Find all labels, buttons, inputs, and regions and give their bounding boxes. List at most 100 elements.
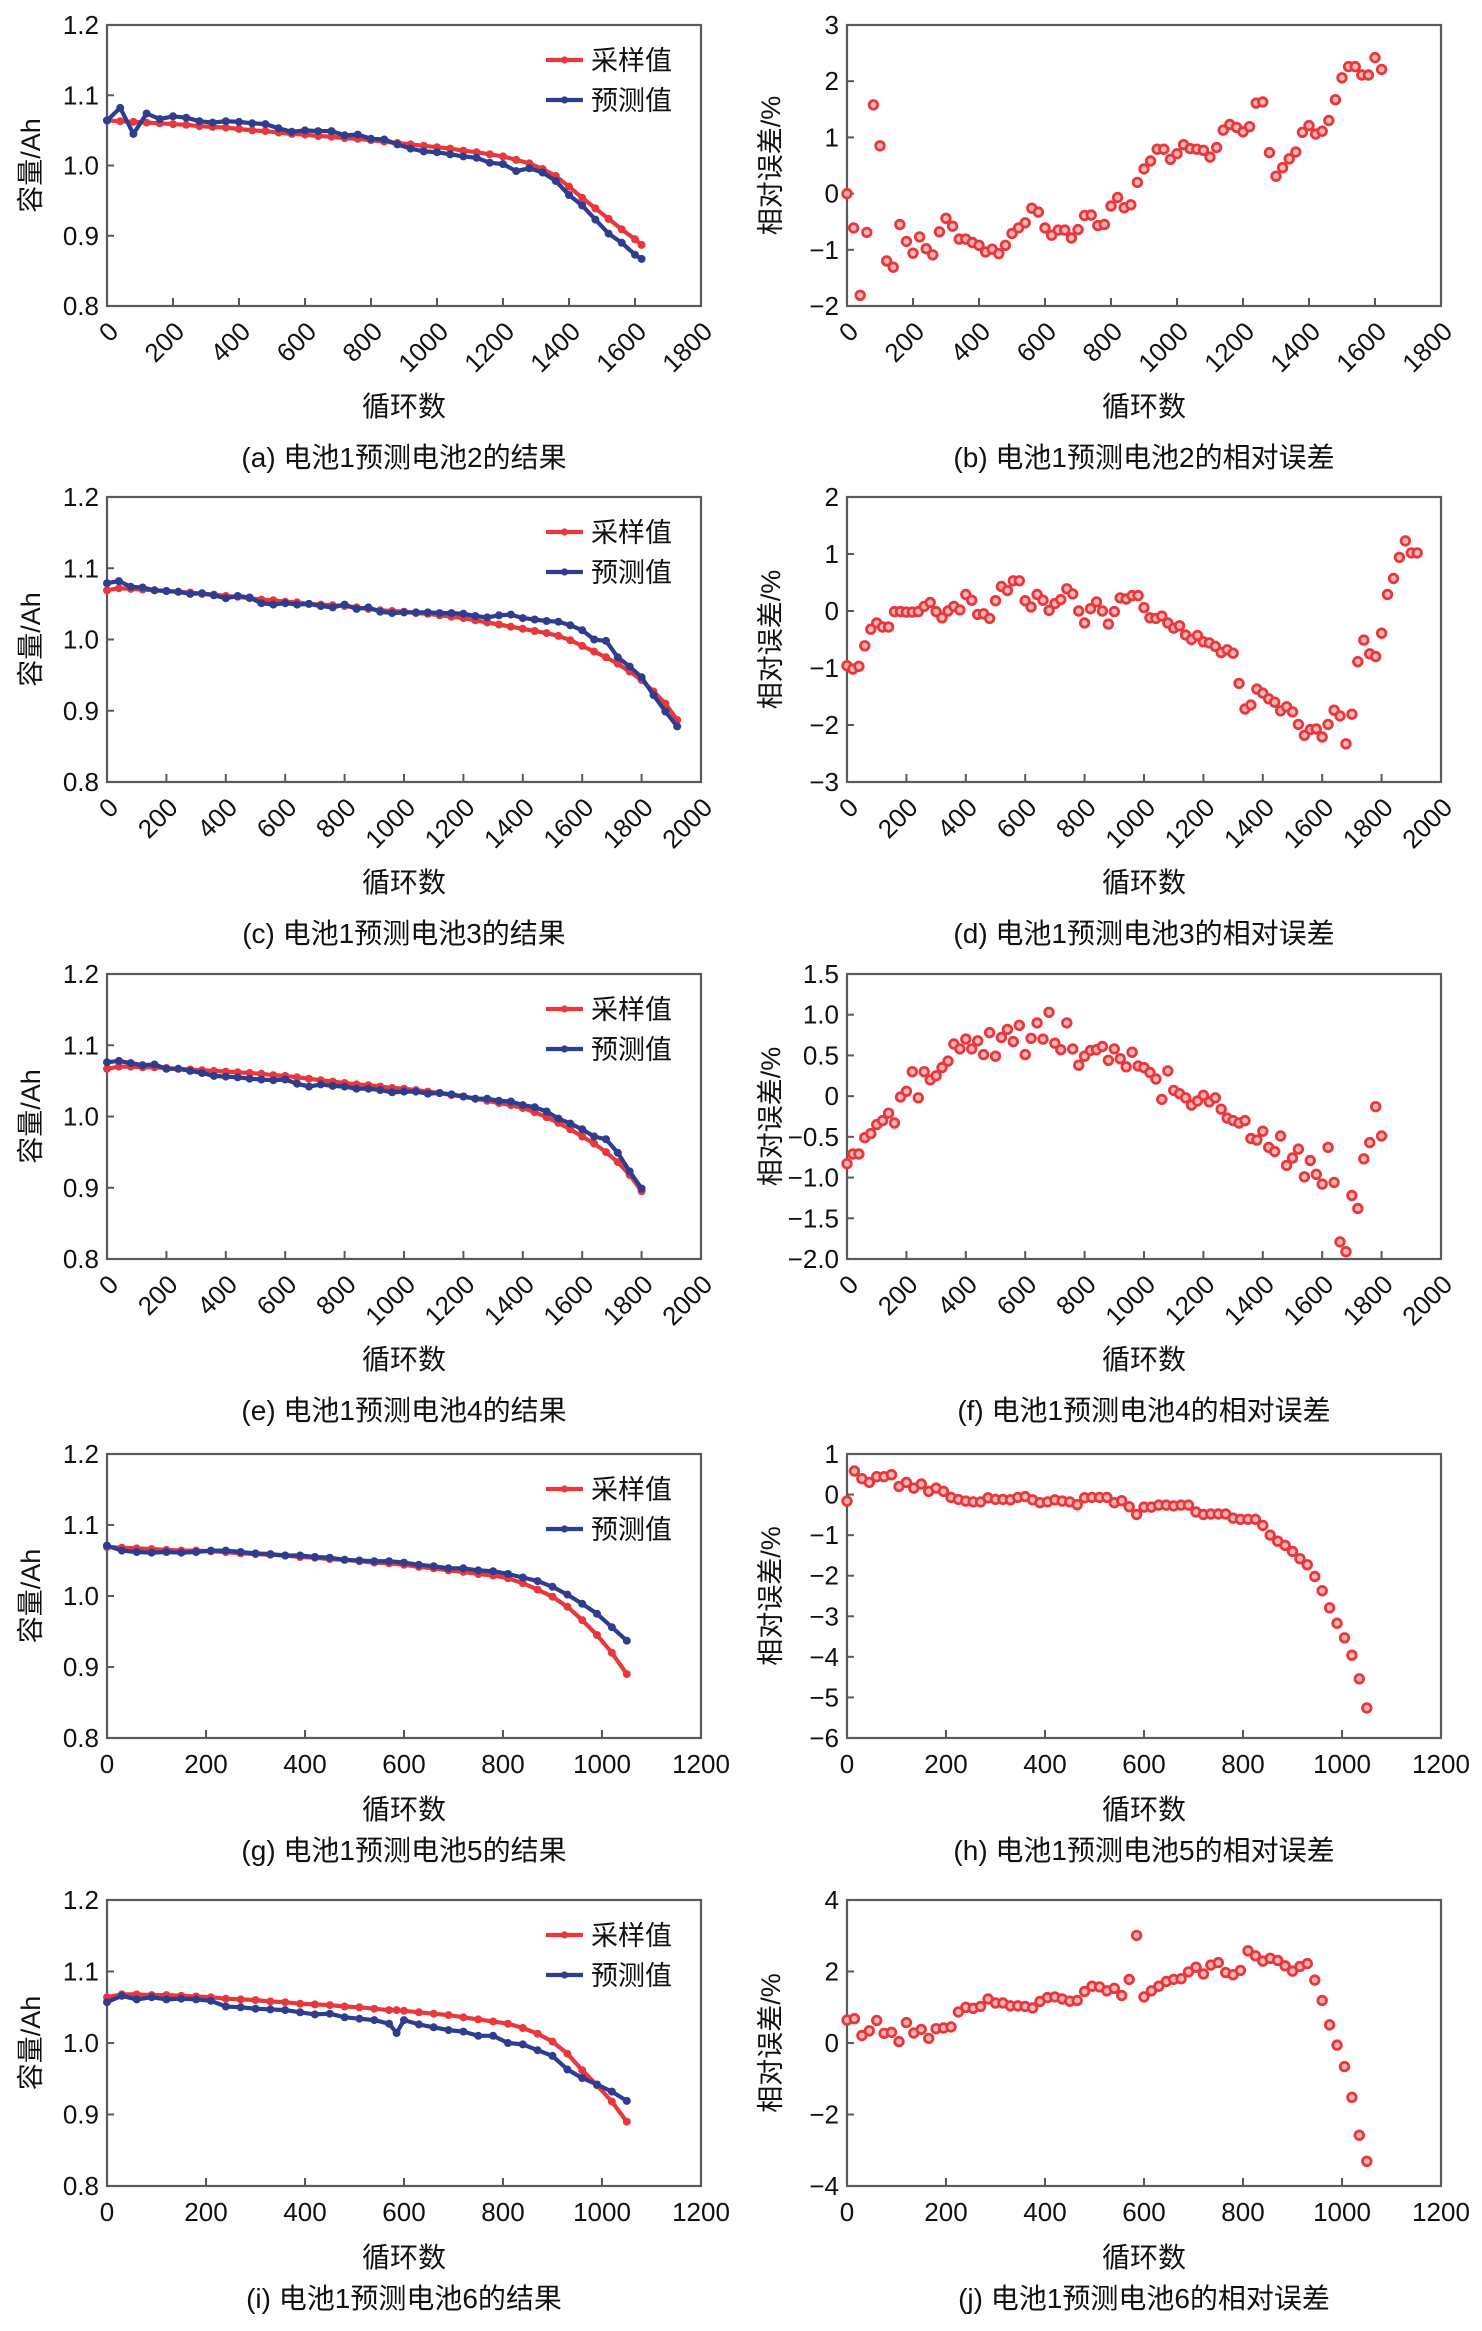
legend-entry: 预测值 xyxy=(546,558,672,588)
y-axis: 0.8 0.9 1.0 1.1 1.2 xyxy=(63,10,114,321)
x-axis-label: 循环数 xyxy=(362,1794,446,1826)
data-point xyxy=(1369,1100,1382,1113)
series-predicted xyxy=(103,1056,646,1193)
panel-h: 0 200 400 600 800 1000 1200 −6 −5 −4 −3 −2 −1 0 1 循环数 相对… xyxy=(756,1439,1470,1866)
data-point xyxy=(433,148,441,157)
data-point xyxy=(942,1055,954,1067)
data-point xyxy=(1227,647,1239,659)
data-point xyxy=(613,1148,622,1157)
x-tick-label: 1600 xyxy=(1277,792,1339,854)
data-point xyxy=(1316,1178,1328,1190)
data-point xyxy=(1352,1202,1364,1215)
legend-label: 预测值 xyxy=(591,86,672,116)
data-point xyxy=(1369,650,1382,663)
x-axis: 0 200 400 600 800 1000 1200 1400 1600 1800 xyxy=(93,298,718,378)
data-point xyxy=(1209,1092,1222,1104)
data-point xyxy=(221,123,230,132)
data-point xyxy=(530,1103,539,1112)
data-point xyxy=(923,2032,935,2045)
data-point xyxy=(235,125,243,133)
data-point xyxy=(1375,627,1388,639)
data-point xyxy=(1309,1570,1321,1583)
series-predicted xyxy=(103,103,646,263)
data-point xyxy=(915,1478,928,1490)
data-point xyxy=(400,1087,408,1096)
y-axis-label: 容量/Ah xyxy=(16,1996,46,2091)
data-point xyxy=(162,1064,171,1073)
data-point xyxy=(1286,706,1299,718)
data-point xyxy=(150,1060,159,1069)
x-tick-label: 800 xyxy=(481,1749,524,1779)
data-point xyxy=(1072,223,1084,236)
data-point xyxy=(192,1548,201,1556)
data-point xyxy=(114,577,123,586)
data-point xyxy=(593,2080,601,2089)
data-point xyxy=(1328,1176,1340,1189)
data-point xyxy=(352,604,361,613)
y-tick-label: 1.5 xyxy=(803,959,839,989)
data-point xyxy=(1309,1974,1321,1986)
data-point xyxy=(1013,1019,1026,1032)
data-point xyxy=(266,1997,275,2006)
data-point xyxy=(474,2031,483,2040)
legend-entry: 预测值 xyxy=(546,1961,672,1991)
y-tick-label: −5 xyxy=(809,1682,839,1712)
data-point xyxy=(485,158,494,167)
data-point xyxy=(1352,656,1364,668)
data-point xyxy=(281,599,290,608)
data-point xyxy=(1105,200,1117,212)
x-tick-label: 1200 xyxy=(1412,1749,1470,1779)
data-point xyxy=(1162,1065,1174,1077)
data-point xyxy=(578,626,587,635)
panel-caption: (c) 电池1预测电池3的结果 xyxy=(242,918,566,949)
data-point xyxy=(352,1084,361,1093)
x-tick-label: 1000 xyxy=(1313,2197,1371,2227)
x-tick-label: 0 xyxy=(100,1749,114,1779)
data-point xyxy=(364,603,373,612)
data-point xyxy=(1078,1985,1091,1998)
data-point xyxy=(841,1157,853,1170)
data-point xyxy=(1108,605,1121,618)
data-point xyxy=(400,2016,408,2025)
series-sampled xyxy=(103,1062,646,1196)
data-point xyxy=(622,2117,631,2126)
data-point xyxy=(954,1043,966,1055)
data-point xyxy=(983,612,996,625)
data-point xyxy=(485,150,494,159)
panel-e: 0 200 400 600 8001000120014001600180020000.8… xyxy=(16,959,718,1426)
data-point xyxy=(162,1548,171,1556)
data-point xyxy=(103,579,111,588)
data-point xyxy=(471,612,480,620)
x-tick-label: 800 xyxy=(1221,1749,1264,1779)
x-axis-label: 循环数 xyxy=(1102,1344,1186,1376)
panel-c: 0 200 400 600 8001000120014001600180020000.8… xyxy=(16,482,718,949)
data-point xyxy=(936,612,948,624)
x-tick-label: 200 xyxy=(138,316,190,368)
data-point xyxy=(1158,143,1170,155)
y-tick-label: −1 xyxy=(809,1520,839,1550)
data-point xyxy=(1111,191,1124,204)
data-point xyxy=(554,1114,563,1123)
data-point xyxy=(880,255,893,267)
data-point xyxy=(622,1636,631,1645)
data-point xyxy=(533,2029,542,2038)
data-point xyxy=(591,215,600,224)
data-point xyxy=(1071,1498,1083,1511)
x-tick-label: 400 xyxy=(931,1269,983,1321)
data-point xyxy=(1173,620,1186,632)
x-tick-label: 400 xyxy=(204,316,256,368)
data-point xyxy=(325,2001,334,2010)
data-point xyxy=(117,1546,126,1555)
y-tick-label: −0.5 xyxy=(788,1122,839,1152)
data-point xyxy=(974,2000,987,2013)
data-point xyxy=(518,1579,527,1588)
data-point xyxy=(525,164,534,173)
x-tick-label: 800 xyxy=(336,316,388,368)
data-point xyxy=(1032,206,1045,218)
legend-label: 预测值 xyxy=(591,1515,672,1545)
data-point xyxy=(1334,710,1346,722)
y-axis-label: 相对误差/% xyxy=(756,1047,786,1187)
data-point xyxy=(293,600,302,609)
x-tick-label: 200 xyxy=(924,1749,967,1779)
data-point xyxy=(578,2074,587,2082)
